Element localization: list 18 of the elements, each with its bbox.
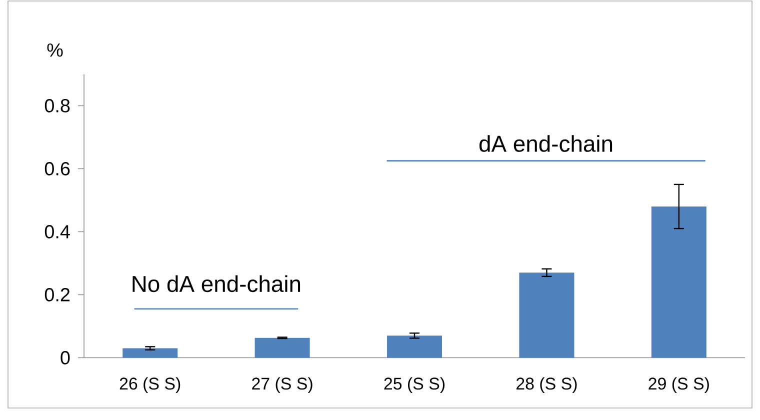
bar: [254, 338, 310, 358]
ref-line-label: No dA end-chain: [132, 275, 300, 292]
bar: [651, 206, 706, 358]
y-tick-label: 0.2: [44, 288, 70, 302]
y-tick-label: 0.6: [44, 162, 70, 176]
y-tick-label: 0.4: [44, 224, 70, 238]
x-tick-label: 28 (S S): [516, 377, 577, 393]
ref-line-label: dA end-chain: [480, 135, 612, 152]
y-axis-title: %: [47, 43, 63, 57]
x-tick-label: 27 (S S): [252, 377, 312, 393]
bar: [387, 336, 442, 358]
bar: [122, 348, 178, 358]
x-tick-label: 25 (S S): [384, 377, 445, 393]
bar: [519, 272, 574, 358]
x-tick-label: 26 (S S): [120, 377, 180, 393]
y-tick-label: 0: [60, 350, 70, 364]
y-tick-label: 0.8: [44, 98, 70, 112]
x-tick-label: 29 (S S): [648, 377, 709, 393]
